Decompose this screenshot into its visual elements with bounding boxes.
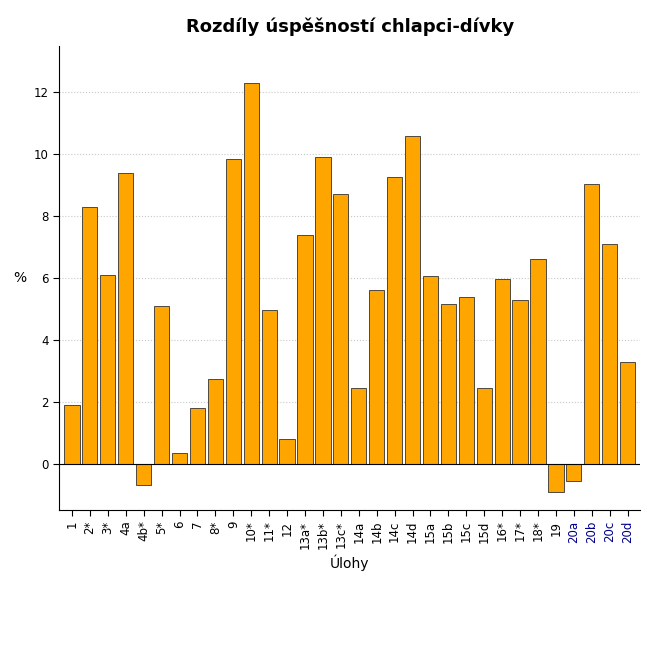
Bar: [172, 453, 187, 464]
Bar: [298, 235, 313, 464]
Bar: [244, 83, 259, 464]
Bar: [477, 388, 492, 464]
Bar: [279, 439, 294, 464]
Bar: [118, 173, 133, 464]
Bar: [190, 408, 205, 464]
Bar: [82, 207, 98, 464]
Bar: [548, 464, 564, 492]
Bar: [620, 362, 636, 464]
Bar: [333, 194, 348, 464]
Bar: [136, 464, 151, 485]
Bar: [405, 135, 420, 464]
Y-axis label: %: %: [14, 271, 26, 285]
Bar: [387, 177, 402, 464]
Bar: [100, 275, 115, 464]
Bar: [459, 296, 474, 464]
Bar: [261, 311, 277, 464]
Bar: [441, 304, 456, 464]
Bar: [64, 405, 80, 464]
Bar: [423, 277, 438, 464]
Title: Rozdíly úspěšností chlapci-dívky: Rozdíly úspěšností chlapci-dívky: [185, 18, 514, 36]
X-axis label: Úlohy: Úlohy: [330, 555, 370, 571]
Bar: [226, 159, 241, 464]
Bar: [494, 279, 510, 464]
Bar: [154, 306, 169, 464]
Bar: [584, 184, 599, 464]
Bar: [369, 290, 384, 464]
Bar: [351, 388, 366, 464]
Bar: [566, 464, 581, 481]
Bar: [208, 379, 223, 464]
Bar: [512, 300, 528, 464]
Bar: [602, 244, 617, 464]
Bar: [531, 260, 546, 464]
Bar: [315, 157, 331, 464]
